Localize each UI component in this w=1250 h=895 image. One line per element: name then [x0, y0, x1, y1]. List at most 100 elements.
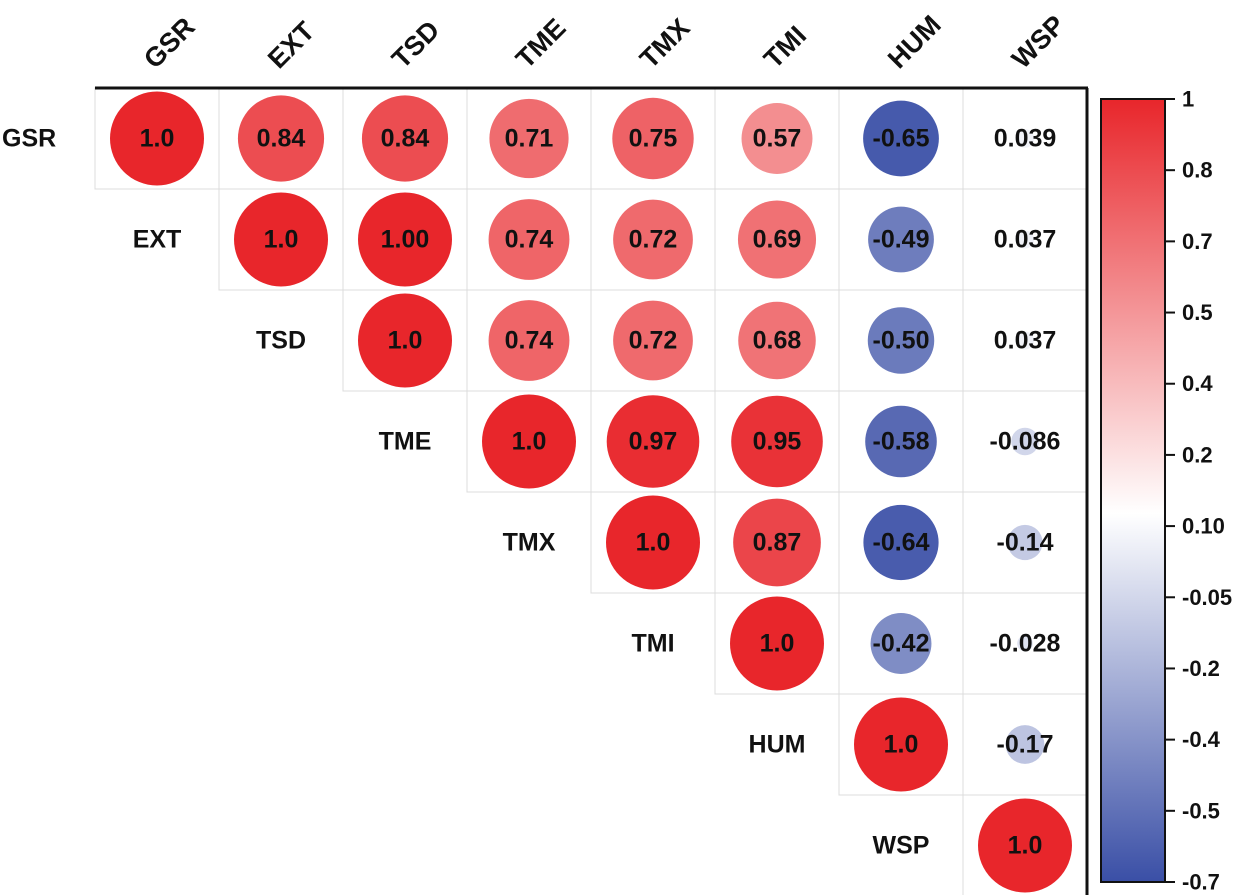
colorbar-tick-label: 0.4 [1182, 371, 1213, 396]
corr-value-tmx-tmx: 1.0 [636, 529, 671, 557]
corr-value-tme-tmi: 0.95 [753, 428, 802, 456]
corr-circle-tmi-wsp [1017, 635, 1033, 652]
matrix-frame [95, 86, 1089, 895]
corr-circle-wsp-wsp [978, 798, 1072, 893]
colorbar-tick-label: 0.5 [1182, 300, 1213, 325]
corr-value-ext-wsp: 0.037 [994, 226, 1057, 254]
row-label-hum: HUM [749, 731, 806, 759]
corr-circle-gsr-tmi [741, 103, 813, 174]
corr-circle-gsr-ext [237, 95, 325, 182]
colorbar: 1 0.8 0.7 0.5 0.4 0.2 0.10 -0.05 -0.2 -0.4 -0.5 -0.… [1100, 87, 1232, 895]
colorbar-tick-label: 0.2 [1182, 442, 1213, 467]
corr-value-ext-tmi: 0.69 [753, 226, 802, 254]
row-labels: GSR EXT TSD TME TMX TMI HUM WSP [2, 125, 929, 860]
corr-circle-tme-wsp [1011, 427, 1039, 456]
corr-value-gsr-wsp: 0.039 [994, 125, 1057, 153]
row-label-tsd: TSD [256, 327, 306, 355]
corr-value-gsr-tmx: 0.75 [629, 125, 678, 153]
row-label-tme: TME [379, 428, 432, 456]
corr-circle-ext-tmx [613, 199, 693, 280]
colorbar-tick-label: -0.2 [1182, 656, 1220, 681]
corr-value-gsr-tsd: 0.84 [381, 125, 430, 153]
corr-value-tmx-hum: -0.64 [873, 529, 930, 557]
column-label-tsd: TSD [386, 15, 445, 74]
corr-circle-ext-wsp [1015, 230, 1035, 249]
corr-value-tsd-wsp: 0.037 [994, 327, 1057, 355]
corr-circle-tmx-tmx [606, 495, 700, 590]
corr-circle-tmx-wsp [1007, 524, 1043, 561]
corr-circle-ext-tmi [737, 200, 817, 279]
colorbar-tick-label: -0.4 [1182, 727, 1221, 752]
colorbar-tick-label: -0.7 [1182, 870, 1220, 895]
corr-value-tme-wsp: -0.086 [990, 428, 1061, 456]
corr-circle-ext-tsd [358, 192, 452, 287]
corr-circle-tmx-tmi [733, 498, 821, 587]
corr-value-ext-ext: 1.0 [264, 226, 299, 254]
corr-circle-gsr-tme [489, 98, 569, 179]
corr-value-tsd-tmi: 0.68 [753, 327, 802, 355]
corr-circle-tmi-hum [870, 613, 932, 674]
column-label-tme: TME [510, 13, 572, 75]
corr-circle-tsd-wsp [1015, 331, 1035, 350]
colorbar-tick-label: -0.05 [1182, 585, 1232, 610]
corr-value-gsr-tme: 0.71 [505, 125, 554, 153]
corr-circle-tsd-tmi [738, 301, 816, 380]
corr-value-tmx-wsp: -0.14 [997, 529, 1054, 557]
row-label-tmx: TMX [503, 529, 556, 557]
column-label-tmi: TMI [758, 20, 812, 74]
corr-value-ext-hum: -0.49 [873, 226, 930, 254]
corr-value-tsd-tmx: 0.72 [629, 327, 678, 355]
corr-circle-gsr-tmx [612, 97, 694, 180]
corr-circle-tme-tme [482, 394, 576, 489]
column-label-ext: EXT [262, 16, 321, 75]
corr-value-tsd-tme: 0.74 [505, 327, 554, 355]
corr-circle-ext-tme [488, 199, 570, 280]
corr-value-gsr-hum: -0.65 [873, 125, 930, 153]
corr-circle-tsd-tme [488, 300, 570, 381]
column-label-tmx: TMX [634, 13, 696, 75]
corr-value-tmi-tmi: 1.0 [760, 630, 795, 658]
corr-circle-tsd-tsd [358, 293, 452, 388]
colorbar-tick-label: 0.8 [1182, 158, 1213, 183]
corr-value-tme-tme: 1.0 [512, 428, 547, 456]
column-labels: GSR EXT TSD TME TMX TMI HUM WSP [138, 10, 1071, 75]
corr-value-ext-tme: 0.74 [505, 226, 554, 254]
corr-value-tme-hum: -0.58 [873, 428, 930, 456]
corr-circle-tme-tmx [606, 395, 700, 488]
colorbar-tick-label: -0.5 [1182, 798, 1220, 823]
column-label-gsr: GSR [138, 12, 201, 75]
corr-value-tmi-wsp: -0.028 [990, 630, 1061, 658]
colorbar-tick-label: 1 [1182, 87, 1194, 112]
corr-value-wsp-wsp: 1.0 [1008, 832, 1043, 860]
corr-value-ext-tsd: 1.00 [381, 226, 430, 254]
corr-value-hum-wsp: -0.17 [997, 731, 1054, 759]
column-label-wsp: WSP [1006, 10, 1071, 75]
corr-value-ext-tmx: 0.72 [629, 226, 678, 254]
corr-circle-gsr-gsr [110, 91, 204, 186]
corr-value-hum-hum: 1.0 [884, 731, 919, 759]
row-label-tmi: TMI [631, 630, 674, 658]
corr-value-tmi-hum: -0.42 [873, 630, 930, 658]
corr-value-tsd-tsd: 1.0 [388, 327, 423, 355]
corr-circle-ext-ext [234, 192, 328, 287]
corr-circle-tmx-hum [863, 504, 939, 581]
corr-value-gsr-tmi: 0.57 [753, 125, 802, 153]
corr-value-tmx-tmi: 0.87 [753, 529, 802, 557]
corr-circle-ext-hum [868, 206, 934, 273]
colorbar-tick-label: 0.7 [1182, 229, 1213, 254]
colorbar-gradient [1100, 98, 1166, 883]
corr-circle-gsr-tsd [361, 95, 449, 182]
corr-circle-tsd-hum [867, 307, 935, 374]
corr-circle-tsd-tmx [613, 300, 693, 381]
row-label-wsp: WSP [873, 832, 930, 860]
column-label-hum: HUM [882, 10, 947, 75]
corr-value-tsd-hum: -0.50 [873, 327, 930, 355]
corr-circle-tme-tmi [731, 395, 823, 488]
corr-value-gsr-gsr: 1.0 [140, 125, 175, 153]
corr-circle-hum-hum [854, 697, 948, 792]
corr-value-gsr-ext: 0.84 [257, 125, 306, 153]
corr-circle-gsr-wsp [1015, 129, 1035, 148]
colorbar-tick-label: 0.10 [1182, 514, 1225, 539]
